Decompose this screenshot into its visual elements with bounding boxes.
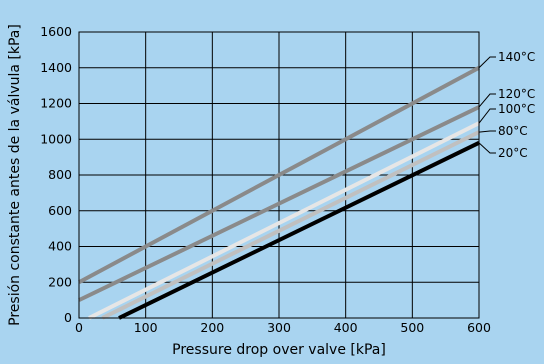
x-tick-label: 100	[134, 320, 158, 335]
y-tick-label: 600	[48, 203, 72, 218]
x-tick-label: 400	[334, 320, 358, 335]
y-tick-label: 1400	[40, 60, 72, 75]
legend-leader-line	[478, 130, 496, 133]
y-tick-label: 400	[48, 239, 72, 254]
y-axis-label: Presión constante antes de la válvula [k…	[7, 24, 23, 326]
y-tick-label: 1600	[40, 24, 72, 39]
y-tick-label: 0	[64, 310, 72, 325]
series-lines	[78, 65, 480, 320]
y-tick-label: 1200	[40, 96, 72, 111]
legend-label: 80°C	[498, 124, 528, 138]
legend-label: 140°C	[498, 50, 535, 64]
x-tick-label: 600	[467, 320, 491, 335]
x-axis-label: Pressure drop over valve [kPa]	[172, 342, 386, 358]
legend-label: 100°C	[498, 102, 535, 116]
legend-label: 20°C	[498, 146, 528, 160]
legend-leader-line	[478, 56, 496, 69]
plot-frame	[78, 31, 480, 319]
x-tick-label: 500	[400, 320, 424, 335]
y-tick-label: 800	[48, 167, 72, 182]
y-tick-label: 1000	[40, 131, 72, 146]
x-tick-label: 200	[200, 320, 224, 335]
legend-leader-line	[478, 93, 496, 108]
series-line-140c	[78, 65, 480, 285]
legend-label: 120°C	[498, 87, 535, 101]
x-tick-label: 300	[267, 320, 291, 335]
legend-leader-line	[478, 142, 496, 154]
series-line-80c	[101, 130, 480, 320]
x-tick-label: 0	[75, 320, 83, 335]
series-line-100c	[88, 121, 480, 320]
series-line-120c	[78, 105, 480, 302]
x-tick-labels: 0 100 200 300 400 500 600	[75, 320, 491, 335]
legend-leader-line	[478, 108, 496, 124]
series-line-20c	[118, 141, 480, 320]
y-tick-labels: 0 200 400 600 800 1000 1200 1400 1600	[40, 24, 72, 325]
y-tick-label: 200	[48, 274, 72, 289]
